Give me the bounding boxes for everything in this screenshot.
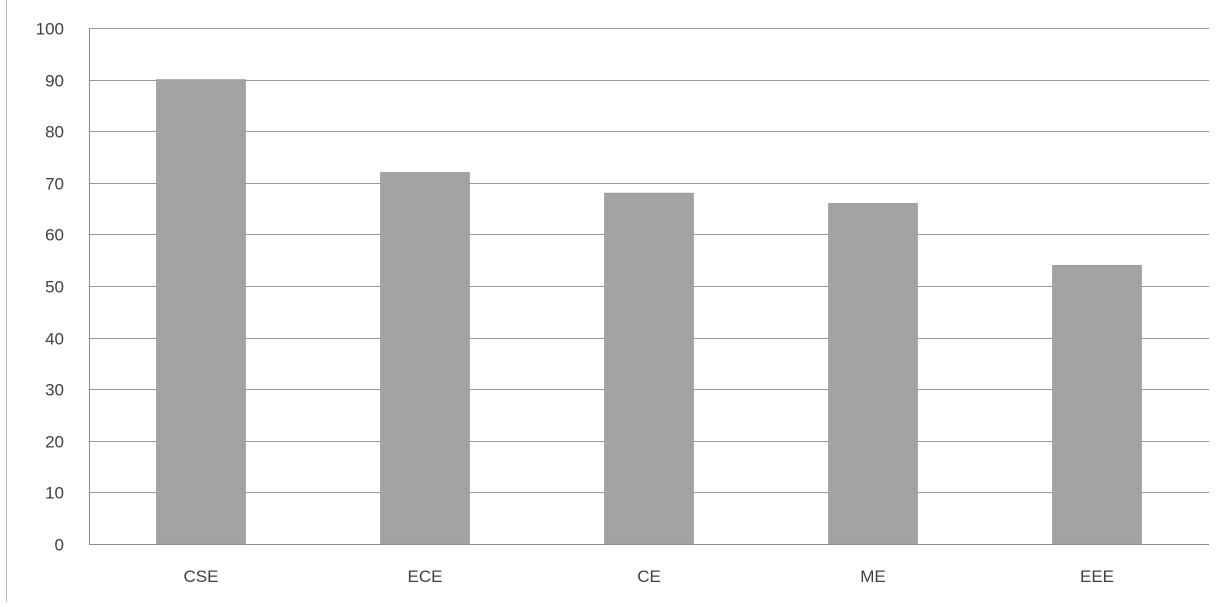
bar-ece (380, 172, 470, 545)
y-tick-label-90: 90 (45, 72, 64, 91)
y-tick-label-10: 10 (45, 484, 64, 503)
y-tick-label-50: 50 (45, 278, 64, 297)
frame-left-border (6, 0, 7, 602)
y-tick-label-20: 20 (45, 433, 64, 452)
y-axis-tick-labels: 0 10 20 30 40 50 60 70 80 90 100 (36, 20, 64, 555)
bar-ce (604, 192, 694, 545)
y-tick-label-80: 80 (45, 123, 64, 142)
y-tick-label-30: 30 (45, 381, 64, 400)
x-tick-label-cse: CSE (184, 567, 219, 586)
bar-me (828, 203, 918, 545)
bar-cse (156, 79, 246, 545)
y-tick-label-70: 70 (45, 175, 64, 194)
x-tick-label-eee: EEE (1080, 567, 1114, 586)
bar-eee (1052, 265, 1142, 545)
bars (156, 79, 1142, 545)
y-tick-label-100: 100 (36, 20, 64, 39)
y-tick-label-0: 0 (55, 536, 64, 555)
x-tick-label-ece: ECE (408, 567, 443, 586)
x-axis-tick-labels: CSE ECE CE ME EEE (184, 567, 1115, 586)
y-tick-label-60: 60 (45, 226, 64, 245)
y-tick-label-40: 40 (45, 330, 64, 349)
x-tick-label-ce: CE (637, 567, 661, 586)
x-tick-label-me: ME (860, 567, 886, 586)
